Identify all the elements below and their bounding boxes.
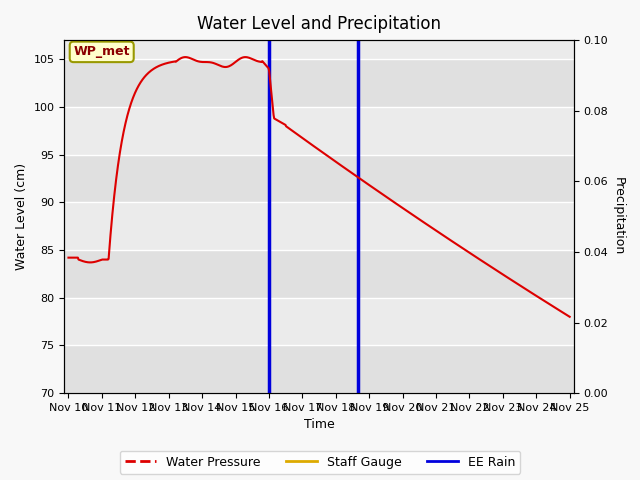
Legend: Water Pressure, Staff Gauge, EE Rain: Water Pressure, Staff Gauge, EE Rain <box>120 451 520 474</box>
Title: Water Level and Precipitation: Water Level and Precipitation <box>197 15 441 33</box>
Y-axis label: Water Level (cm): Water Level (cm) <box>15 163 28 270</box>
X-axis label: Time: Time <box>304 419 335 432</box>
Bar <box>64 59 574 107</box>
Bar <box>64 250 574 298</box>
Text: WP_met: WP_met <box>74 46 130 59</box>
Y-axis label: Precipitation: Precipitation <box>612 178 625 256</box>
Bar <box>64 298 574 346</box>
Bar <box>64 202 574 250</box>
Bar <box>64 155 574 202</box>
Bar <box>64 346 574 393</box>
Bar <box>64 107 574 155</box>
